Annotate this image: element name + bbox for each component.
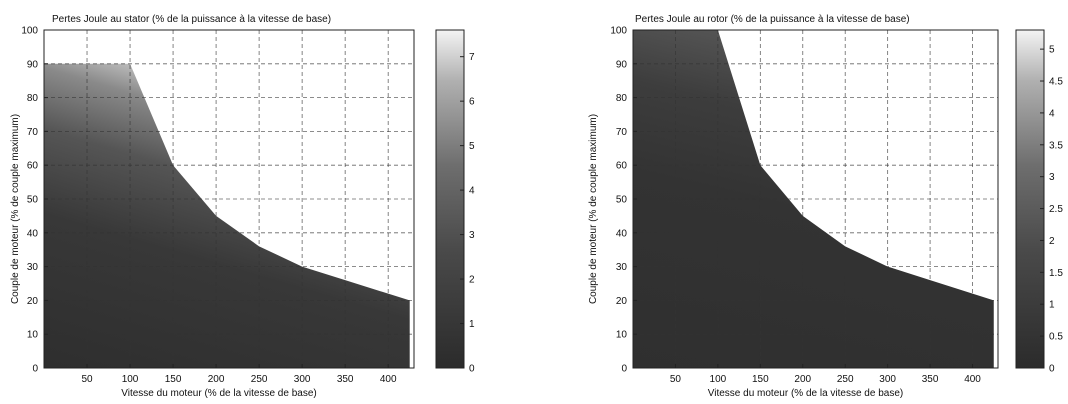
colorbar-tick-label: 3 [469, 230, 475, 241]
y-tick-label: 40 [616, 228, 628, 239]
x-tick-label: 50 [81, 374, 93, 385]
y-tick-label: 30 [616, 262, 628, 273]
y-tick-label: 80 [27, 93, 39, 104]
colorbar-tick-label: 0 [469, 364, 475, 375]
y-tick-label: 90 [616, 59, 628, 70]
colorbar-tick-label: 4.5 [1049, 77, 1063, 88]
colorbar-tick-label: 2 [1049, 236, 1055, 247]
colorbar-tick-label: 4 [469, 186, 475, 197]
y-tick-label: 60 [27, 161, 39, 172]
y-tick-label: 80 [616, 93, 628, 104]
y-tick-label: 90 [27, 59, 39, 70]
y-tick-label: 60 [616, 161, 628, 172]
x-axis-label: Vitesse du moteur (% de la vitesse de ba… [121, 388, 316, 399]
colorbar-tick-label: 2 [469, 275, 475, 286]
chart-panel-rotor: Pertes Joule au rotor (% de la puissance… [588, 14, 1063, 399]
y-tick-label: 50 [27, 195, 39, 206]
colorbar-tick-label: 1.5 [1049, 268, 1063, 279]
y-tick-label: 20 [27, 296, 39, 307]
colorbar-tick-label: 4 [1049, 108, 1055, 119]
y-tick-label: 40 [27, 228, 39, 239]
x-tick-label: 300 [294, 374, 311, 385]
x-tick-label: 100 [710, 374, 727, 385]
colorbar-tick-label: 0.5 [1049, 332, 1063, 343]
y-tick-label: 30 [27, 262, 39, 273]
colorbar-tick-label: 6 [469, 97, 475, 108]
y-axis-label: Couple de moteur (% de couple maximum) [588, 114, 599, 304]
x-tick-label: 250 [251, 374, 268, 385]
x-tick-label: 100 [122, 374, 139, 385]
y-tick-label: 0 [32, 364, 38, 375]
colorbar-tick-label: 1 [1049, 300, 1055, 311]
colorbar-tick-label: 1 [469, 319, 475, 330]
y-tick-label: 100 [610, 26, 627, 37]
y-axis-label: Couple de moteur (% de couple maximum) [10, 114, 21, 304]
colorbar-tick-label: 0 [1049, 364, 1055, 375]
colorbar-tick-label: 2.5 [1049, 204, 1063, 215]
chart-title: Pertes Joule au stator (% de la puissanc… [52, 14, 331, 25]
colorbar-tick-label: 5 [1049, 45, 1055, 56]
x-tick-label: 200 [208, 374, 225, 385]
x-tick-label: 300 [879, 374, 896, 385]
y-tick-label: 10 [616, 330, 628, 341]
x-tick-label: 150 [752, 374, 769, 385]
y-tick-label: 0 [621, 364, 627, 375]
colorbar-tick-label: 5 [469, 141, 475, 152]
x-axis-label: Vitesse du moteur (% de la vitesse de ba… [708, 388, 903, 399]
colorbar [1015, 29, 1045, 369]
y-tick-label: 50 [616, 195, 628, 206]
chart-title: Pertes Joule au rotor (% de la puissance… [635, 14, 910, 25]
y-tick-label: 70 [27, 127, 39, 138]
x-tick-label: 350 [922, 374, 939, 385]
x-tick-label: 400 [380, 374, 397, 385]
x-tick-label: 150 [165, 374, 182, 385]
heatmap-region [633, 30, 994, 368]
y-tick-label: 70 [616, 127, 628, 138]
colorbar [435, 29, 465, 369]
chart-panel-stator: Pertes Joule au stator (% de la puissanc… [10, 14, 475, 399]
heatmap-region [44, 63, 410, 369]
y-tick-label: 20 [616, 296, 628, 307]
colorbar-tick-label: 7 [469, 52, 475, 63]
x-tick-label: 50 [670, 374, 682, 385]
y-tick-label: 100 [21, 26, 38, 37]
x-tick-label: 200 [794, 374, 811, 385]
y-tick-label: 10 [27, 330, 39, 341]
x-tick-label: 250 [837, 374, 854, 385]
colorbar-tick-label: 3 [1049, 172, 1055, 183]
x-tick-label: 400 [964, 374, 981, 385]
colorbar-tick-label: 3.5 [1049, 140, 1063, 151]
x-tick-label: 350 [337, 374, 354, 385]
